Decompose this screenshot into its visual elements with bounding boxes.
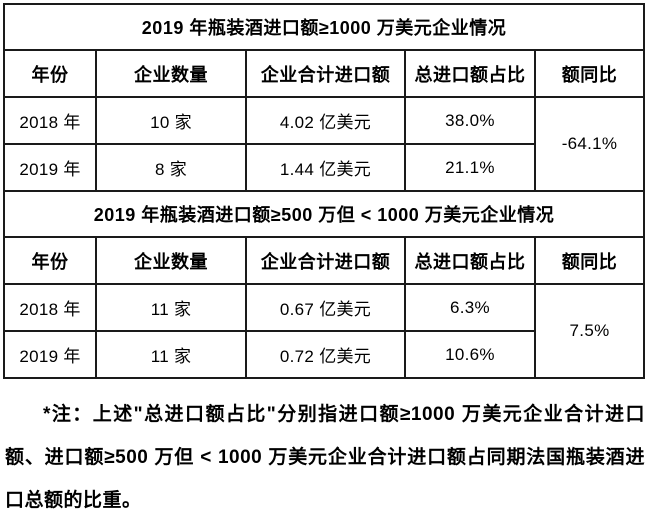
import-amount-cell: 0.72 亿美元 [245, 330, 406, 379]
section2-header-row: 年份 企业数量 企业合计进口额 总进口额占比 额同比 [3, 236, 646, 285]
company-count-cell: 11 家 [95, 283, 247, 332]
section1-header-company-count: 企业数量 [95, 49, 247, 98]
section2-header-company-count: 企业数量 [95, 236, 247, 285]
import-amount-cell: 1.44 亿美元 [245, 143, 406, 192]
year-cell: 2019 年 [3, 143, 97, 192]
section1-header-import-total: 企业合计进口额 [245, 49, 406, 98]
section2-header-year: 年份 [3, 236, 97, 285]
share-cell: 10.6% [404, 330, 536, 379]
section1-header-year: 年份 [3, 49, 97, 98]
section1-title-row: 2019 年瓶装酒进口额≥1000 万美元企业情况 [2, 3, 646, 51]
footnote-text: *注：上述"总进口额占比"分别指进口额≥1000 万美元企业合计进口额、进口额≥… [5, 404, 645, 511]
share-cell: 38.0% [404, 96, 536, 145]
section2-title-row: 2019 年瓶装酒进口额≥500 万但 < 1000 万美元企业情况 [2, 190, 646, 238]
section1-title: 2019 年瓶装酒进口额≥1000 万美元企业情况 [2, 3, 646, 51]
section2-row-2018: 2018 年 11 家 0.67 亿美元 6.3% 7.5% [3, 283, 646, 379]
wine-import-table: 2019 年瓶装酒进口额≥1000 万美元企业情况 年份 企业数量 企业合计进口… [2, 3, 646, 379]
year-cell: 2018 年 [3, 283, 97, 332]
share-cell: 6.3% [404, 283, 536, 332]
section2-header-share: 总进口额占比 [404, 236, 536, 285]
section2-title: 2019 年瓶装酒进口额≥500 万但 < 1000 万美元企业情况 [2, 190, 646, 238]
year-cell: 2019 年 [3, 330, 97, 379]
section2-yoy-cell: 7.5% [533, 283, 646, 379]
section2-row-2019: 2019 年 11 家 0.72 亿美元 10.6% [3, 330, 644, 379]
import-amount-cell: 4.02 亿美元 [245, 96, 406, 145]
company-count-cell: 8 家 [95, 143, 247, 192]
import-amount-cell: 0.67 亿美元 [245, 283, 406, 332]
section1-yoy-cell: -64.1% [533, 96, 646, 192]
company-count-cell: 10 家 [95, 96, 247, 145]
section1-row-2018: 2018 年 10 家 4.02 亿美元 38.0% -64.1% [3, 96, 646, 192]
section1-header-row: 年份 企业数量 企业合计进口额 总进口额占比 额同比 [3, 49, 646, 98]
company-count-cell: 11 家 [95, 330, 247, 379]
year-cell: 2018 年 [3, 96, 97, 145]
section2-header-yoy: 额同比 [533, 236, 646, 285]
section2-header-import-total: 企业合计进口额 [245, 236, 406, 285]
section1-row-2019: 2019 年 8 家 1.44 亿美元 21.1% [3, 143, 644, 192]
section1-header-share: 总进口额占比 [404, 49, 536, 98]
section1-header-yoy: 额同比 [533, 49, 646, 98]
share-cell: 21.1% [404, 143, 536, 192]
